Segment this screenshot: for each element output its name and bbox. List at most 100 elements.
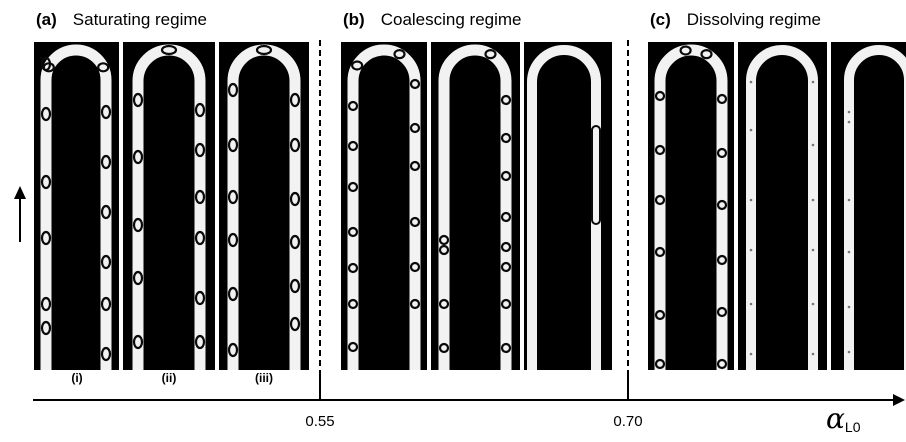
axis-tick-055 — [319, 376, 321, 401]
bubble — [100, 104, 112, 120]
bubble — [409, 78, 421, 90]
bubble — [289, 191, 301, 207]
bubble — [227, 137, 239, 153]
bubble — [679, 45, 692, 56]
axis-title: αL0 — [826, 404, 861, 442]
bubble — [347, 226, 359, 238]
bubble — [97, 62, 110, 73]
axis-tick-070 — [627, 376, 629, 401]
bubble — [132, 334, 144, 350]
bubble — [500, 132, 512, 144]
bubble — [847, 305, 851, 309]
panel-a-label: (a) Saturating regime — [36, 10, 207, 30]
frame-b-2 — [431, 42, 520, 370]
bubble — [351, 60, 364, 71]
bubble — [194, 142, 206, 158]
frame-a-i — [34, 42, 119, 370]
bubble — [289, 278, 301, 294]
regime-divider-1 — [319, 40, 321, 376]
bubble — [654, 358, 666, 370]
bubble — [227, 232, 239, 248]
bubble — [409, 216, 421, 228]
frame-c-2 — [738, 42, 827, 370]
bubble — [811, 352, 815, 356]
bubble — [40, 174, 52, 190]
bubble — [438, 234, 450, 246]
bubble — [132, 217, 144, 233]
bubble — [500, 298, 512, 310]
bubble — [289, 137, 301, 153]
bubble — [811, 143, 815, 147]
bubble — [716, 254, 728, 266]
bubble — [40, 230, 52, 246]
bubble — [500, 170, 512, 182]
bubble — [227, 342, 239, 358]
bubble — [409, 298, 421, 310]
bubble — [255, 44, 273, 56]
bubble — [347, 298, 359, 310]
panel-c-letter: (c) — [650, 10, 671, 29]
bubble — [749, 80, 753, 84]
bubble — [811, 80, 815, 84]
bubble — [227, 286, 239, 302]
bubble — [100, 346, 112, 362]
micrograph-b-3 — [527, 45, 601, 370]
axis-tick-label-070: 0.70 — [613, 413, 643, 430]
axis-tick-label-055: 0.55 — [305, 413, 335, 430]
bubble — [716, 199, 728, 211]
bubble — [500, 241, 512, 253]
channel-wall — [227, 44, 301, 370]
panel-b-title: Coalescing regime — [380, 10, 522, 29]
bubble — [194, 334, 206, 350]
bubble — [749, 352, 753, 356]
panel-a-title: Saturating regime — [72, 10, 207, 29]
bubble — [132, 92, 144, 108]
bubble — [393, 49, 406, 60]
bubble — [194, 290, 206, 306]
bubble — [194, 230, 206, 246]
bubble — [194, 102, 206, 118]
channel-wall — [527, 45, 601, 370]
bubble — [811, 248, 815, 252]
channel-wall — [844, 45, 906, 370]
bubble — [100, 296, 112, 312]
right-arrow-icon — [893, 394, 905, 406]
bubble — [227, 82, 239, 98]
bubble — [847, 198, 851, 202]
panel-c-title: Dissolving regime — [686, 10, 821, 29]
bubble — [847, 350, 851, 354]
subpanel-label-ii: (ii) — [161, 371, 177, 385]
bubble — [227, 189, 239, 205]
bubble — [409, 160, 421, 172]
micrograph-b-1 — [347, 44, 421, 370]
panel-b-label: (b) Coalescing regime — [343, 10, 522, 30]
channel-wall — [40, 44, 112, 370]
bubble-slug — [591, 125, 601, 225]
bubble — [132, 149, 144, 165]
channel-wall — [132, 44, 206, 370]
bubble — [716, 358, 728, 370]
panel-b-letter: (b) — [343, 10, 365, 29]
bubble — [132, 270, 144, 286]
bubble — [749, 302, 753, 306]
bubble — [347, 100, 359, 112]
bubble — [500, 94, 512, 106]
bubble — [40, 106, 52, 122]
bubble — [654, 194, 666, 206]
bubble — [749, 198, 753, 202]
bubble — [347, 140, 359, 152]
axis-subscript: L0 — [844, 419, 861, 435]
bubble — [654, 144, 666, 156]
bubble — [716, 306, 728, 318]
regime-divider-2 — [627, 40, 629, 376]
bubble — [194, 189, 206, 205]
channel-wall — [746, 45, 818, 370]
bubble — [847, 110, 851, 114]
axis-symbol: α — [826, 402, 845, 435]
bubble — [100, 204, 112, 220]
bubble — [500, 211, 512, 223]
micrograph-a-i — [40, 44, 112, 370]
bubble — [716, 93, 728, 105]
panel-c-label: (c) Dissolving regime — [650, 10, 821, 30]
bubble — [42, 62, 55, 73]
